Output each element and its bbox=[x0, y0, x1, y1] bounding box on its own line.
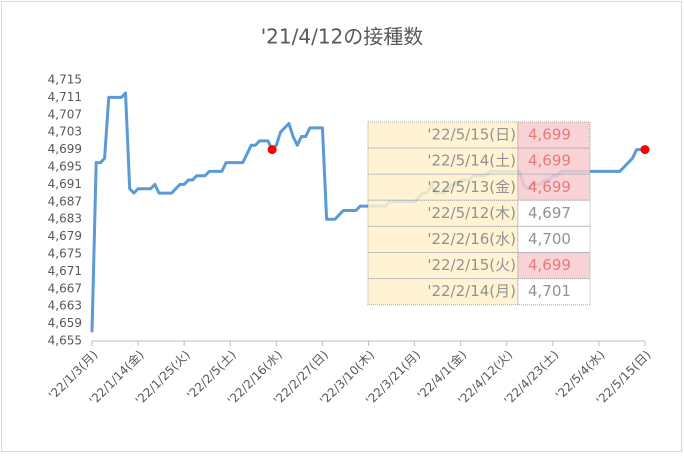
date-cell bbox=[367, 225, 519, 253]
y-tick-label: 4,703 bbox=[48, 125, 82, 139]
y-tick-label: 4,687 bbox=[48, 194, 82, 208]
y-tick-label: 4,659 bbox=[48, 316, 82, 330]
date-text: '22/2/16(水) bbox=[427, 230, 516, 248]
value-text: 4,699 bbox=[528, 152, 571, 170]
date-text: '22/2/14(月) bbox=[427, 282, 516, 300]
chart-title: '21/4/12の接種数 bbox=[261, 25, 424, 49]
date-text: '22/5/13(金) bbox=[427, 178, 516, 196]
y-tick-label: 4,671 bbox=[48, 264, 82, 278]
value-cell bbox=[517, 121, 591, 149]
highlight-marker bbox=[267, 145, 277, 155]
y-tick-label: 4,695 bbox=[48, 160, 82, 174]
value-text: 4,699 bbox=[528, 126, 571, 144]
value-text: 4,700 bbox=[528, 230, 571, 248]
value-text: 4,699 bbox=[528, 178, 571, 196]
value-text: 4,699 bbox=[528, 256, 571, 274]
date-cell bbox=[367, 173, 519, 201]
value-text: 4,697 bbox=[528, 204, 571, 222]
value-cell bbox=[517, 225, 591, 253]
date-cell bbox=[367, 147, 519, 175]
data-table: '22/5/15(日) 4,699 '22/5/14(土) 4,699 '22/5/13… bbox=[367, 121, 591, 306]
y-tick-label: 4,683 bbox=[48, 212, 82, 226]
highlight-marker bbox=[640, 145, 650, 155]
value-cell bbox=[517, 278, 591, 306]
y-tick-label: 4,675 bbox=[48, 247, 82, 261]
y-tick-label: 4,667 bbox=[48, 281, 82, 295]
value-text: 4,701 bbox=[528, 282, 571, 300]
y-tick-label: 4,707 bbox=[48, 107, 82, 121]
date-cell bbox=[367, 199, 519, 227]
date-text: '22/5/15(日) bbox=[427, 126, 516, 144]
y-tick-label: 4,715 bbox=[48, 73, 82, 87]
y-tick-label: 4,691 bbox=[48, 177, 82, 191]
y-tick-label: 4,699 bbox=[48, 142, 82, 156]
date-cell bbox=[367, 278, 519, 306]
y-tick-label: 4,679 bbox=[48, 229, 82, 243]
y-tick-label: 4,655 bbox=[48, 334, 82, 348]
y-tick-label: 4,711 bbox=[48, 90, 82, 104]
date-cell bbox=[367, 121, 519, 149]
value-cell bbox=[517, 199, 591, 227]
y-tick-label: 4,663 bbox=[48, 299, 82, 313]
date-text: '22/5/12(木) bbox=[427, 204, 516, 222]
date-text: '22/5/14(土) bbox=[427, 152, 516, 170]
date-text: '22/2/15(火) bbox=[427, 256, 516, 274]
date-cell bbox=[367, 252, 519, 280]
